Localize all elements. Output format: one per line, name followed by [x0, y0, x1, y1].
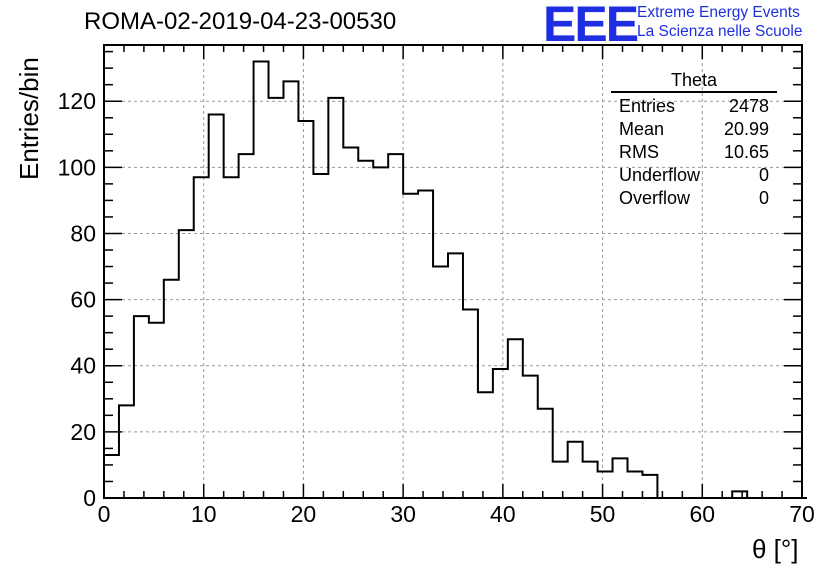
stats-label: Mean — [619, 119, 665, 139]
stats-value: 20.99 — [723, 119, 769, 139]
x-axis-label: θ [°] — [752, 534, 799, 564]
stats-title: Theta — [611, 70, 777, 93]
logo-caption-line1: Extreme Energy Events — [637, 4, 800, 21]
axis-ticks — [103, 45, 803, 499]
histogram-step-line — [104, 60, 807, 499]
x-tick-label: 30 — [390, 501, 416, 527]
x-tick-label: 60 — [689, 501, 715, 527]
chart-title: ROMA-02-2019-04-23-00530 — [84, 8, 397, 35]
y-tick-label: 60 — [70, 287, 96, 313]
x-tick-label: 20 — [291, 501, 317, 527]
x-tick-label: 50 — [590, 501, 616, 527]
stats-row: Overflow 0 — [611, 187, 777, 210]
y-tick-label: 120 — [58, 88, 96, 114]
stats-value: 0 — [758, 188, 769, 208]
logo-caption: Extreme Energy Events La Scienza nelle S… — [637, 3, 802, 41]
eee-logo: EEE — [543, 0, 639, 52]
plot-frame — [103, 44, 803, 499]
stats-row: Underflow 0 — [611, 164, 777, 187]
stats-value: 10.65 — [723, 142, 769, 162]
y-tick-label: 80 — [70, 220, 96, 246]
y-tick-labels: 0 20 40 60 80 100 120 — [58, 88, 96, 511]
stats-label: Underflow — [619, 165, 701, 185]
stats-row: Entries 2478 — [611, 95, 777, 118]
stats-label: Overflow — [619, 188, 691, 208]
y-tick-label: 20 — [70, 419, 96, 445]
x-tick-label: 10 — [191, 501, 217, 527]
x-tick-label: 40 — [490, 501, 516, 527]
x-tick-label: 0 — [98, 501, 111, 527]
stats-value: 0 — [758, 165, 769, 185]
y-tick-label: 100 — [58, 154, 96, 180]
x-tick-label: 70 — [789, 501, 815, 527]
stats-value: 2478 — [728, 96, 769, 116]
x-tick-labels: 0 10 20 30 40 50 60 70 — [98, 501, 815, 527]
grid-lines — [104, 45, 802, 498]
y-tick-label: 40 — [70, 353, 96, 379]
y-axis-label: Entries/bin — [14, 57, 44, 180]
y-tick-label: 0 — [83, 485, 96, 511]
logo-caption-line2: La Scienza nelle Scuole — [637, 23, 803, 40]
stats-row: RMS 10.65 — [611, 141, 777, 164]
stats-label: Entries — [619, 96, 676, 116]
stats-label: RMS — [619, 142, 659, 162]
stats-box: Theta Entries 2478 Mean 20.99 RMS 10.65 … — [611, 70, 777, 210]
stats-row: Mean 20.99 — [611, 118, 777, 141]
